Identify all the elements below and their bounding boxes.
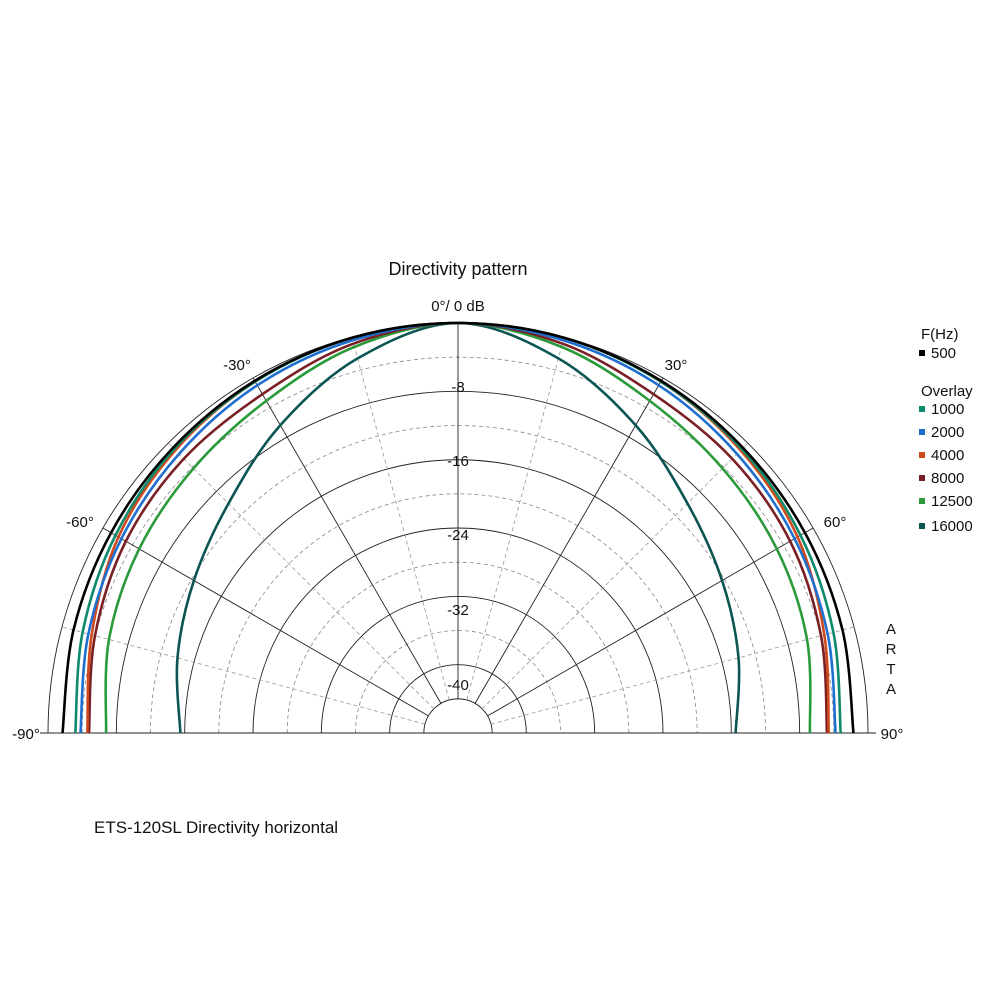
legend: F(Hz) Overlay 500 1000 2000 4000 8000 12500 16… — [919, 326, 973, 535]
grid-spoke — [102, 527, 429, 717]
legend-swatch-4000 — [919, 452, 925, 458]
legend-label-500: 500 — [931, 345, 956, 362]
grid-spoke-minor — [481, 442, 749, 710]
legend-label-16000: 16000 — [931, 518, 973, 535]
legend-swatch-16000 — [919, 523, 925, 529]
angle-tick-label: 0°/ 0 dB — [431, 298, 485, 315]
legend-swatch-1000 — [919, 406, 925, 412]
radial-tick-label: -16 — [447, 453, 469, 470]
legend-swatch-500 — [919, 350, 925, 356]
grid-spoke — [252, 377, 442, 704]
legend-swatch-2000 — [919, 429, 925, 435]
angle-tick-label: 30° — [665, 357, 688, 374]
center-disc — [423, 698, 493, 734]
grid-spoke-minor — [466, 336, 565, 701]
legend-label-4000: 4000 — [931, 447, 964, 464]
angle-tick-label: 90° — [881, 726, 904, 743]
grid-ring-minor — [150, 425, 766, 734]
legend-heading: F(Hz) — [921, 326, 959, 343]
angle-tick-label: -60° — [66, 514, 94, 531]
grid-spoke-minor — [490, 626, 855, 725]
angle-tick-label: -90° — [12, 726, 40, 743]
legend-swatch-12500 — [919, 498, 925, 504]
grid-spoke-minor — [351, 336, 450, 701]
grid-spoke — [487, 527, 814, 717]
radial-tick-label: -24 — [447, 527, 469, 544]
label-layer: Directivity pattern -90° -60° -30° 0°/ 0… — [12, 259, 903, 743]
chart-title: Directivity pattern — [388, 259, 527, 279]
grid-spoke-minor — [61, 626, 426, 725]
chart-caption: ETS-120SL Directivity horizontal — [94, 818, 339, 837]
legend-label-8000: 8000 — [931, 470, 964, 487]
angle-tick-label: -30° — [223, 357, 251, 374]
legend-swatch-8000 — [919, 475, 925, 481]
grid-spoke-minor — [167, 442, 435, 710]
legend-label-12500: 12500 — [931, 493, 973, 510]
radial-tick-label: -8 — [451, 379, 464, 396]
grid-spoke — [474, 377, 664, 704]
legend-label-2000: 2000 — [931, 424, 964, 441]
legend-label-1000: 1000 — [931, 401, 964, 418]
series-line-500 — [61, 321, 855, 734]
legend-overlay-heading: Overlay — [921, 383, 973, 400]
angle-tick-label: 60° — [824, 514, 847, 531]
grid-ring-minor — [355, 630, 561, 734]
radial-tick-label: -32 — [447, 602, 469, 619]
radial-tick-label: -40 — [447, 677, 469, 694]
series-layer — [61, 321, 855, 734]
